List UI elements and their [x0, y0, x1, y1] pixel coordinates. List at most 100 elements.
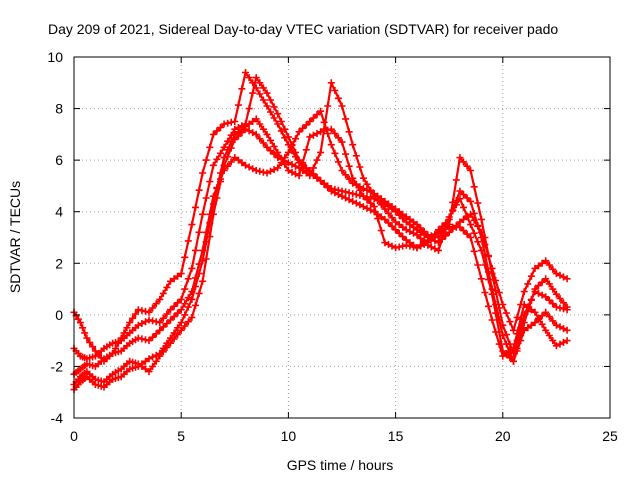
data-point	[370, 192, 378, 200]
data-point	[256, 135, 264, 143]
data-point	[359, 192, 367, 200]
data-point	[299, 159, 307, 167]
data-point	[156, 319, 164, 327]
data-point	[327, 125, 335, 133]
data-point	[535, 262, 542, 270]
data-point	[181, 285, 189, 293]
data-point	[242, 161, 249, 169]
data-point	[538, 259, 546, 267]
data-point	[149, 362, 157, 370]
data-point	[392, 218, 400, 226]
data-point	[184, 237, 192, 245]
data-point	[538, 278, 546, 286]
data-point	[470, 209, 478, 217]
data-point	[363, 196, 371, 204]
data-point	[138, 360, 146, 368]
data-point	[345, 175, 353, 183]
data-point	[506, 340, 514, 348]
data-point	[317, 177, 325, 185]
data-point	[420, 239, 428, 247]
series-trace	[73, 71, 568, 363]
data-point	[363, 204, 371, 212]
data-point	[334, 191, 342, 198]
data-point	[209, 161, 217, 169]
data-point	[227, 158, 235, 166]
data-point	[552, 270, 560, 278]
data-point	[435, 228, 442, 236]
data-point	[217, 124, 224, 131]
data-point	[481, 289, 489, 296]
data-point	[270, 114, 278, 122]
data-point	[292, 135, 299, 143]
data-point	[163, 320, 171, 327]
data-point	[338, 192, 346, 200]
data-point	[392, 205, 400, 213]
series-2	[70, 74, 571, 365]
data-point	[331, 130, 339, 137]
data-point	[542, 326, 550, 334]
x-tick-label: 25	[602, 428, 618, 444]
data-point	[342, 171, 350, 179]
data-point	[231, 118, 239, 125]
data-point	[267, 108, 274, 116]
data-point	[256, 90, 264, 98]
data-point	[527, 272, 535, 280]
data-point	[317, 128, 325, 136]
data-point	[199, 169, 207, 177]
data-point	[263, 143, 271, 151]
data-point	[470, 247, 478, 255]
data-point	[134, 321, 142, 329]
y-tick-label: -4	[51, 410, 64, 426]
data-point	[545, 332, 553, 339]
data-point	[460, 191, 467, 198]
y-tick-label: 10	[47, 49, 63, 65]
data-point	[213, 127, 221, 135]
data-point	[324, 184, 332, 192]
data-point	[399, 233, 407, 241]
data-point	[159, 314, 167, 322]
data-point	[199, 210, 207, 218]
data-point	[238, 85, 246, 93]
data-point	[542, 275, 550, 283]
data-point	[488, 270, 496, 278]
data-point	[184, 318, 192, 326]
x-tick-label: 10	[281, 428, 297, 444]
data-point	[327, 141, 335, 149]
data-point	[206, 143, 214, 151]
data-point	[81, 329, 89, 337]
data-point	[345, 189, 353, 197]
data-point	[281, 125, 289, 133]
data-point	[495, 340, 503, 348]
data-point	[474, 238, 482, 246]
data-point	[463, 162, 471, 170]
data-point	[156, 350, 164, 357]
data-point	[549, 337, 557, 345]
data-point	[467, 197, 475, 205]
data-point	[542, 308, 550, 316]
data-point	[195, 228, 203, 236]
data-point	[152, 330, 160, 338]
data-point	[263, 89, 271, 97]
data-point	[89, 343, 97, 351]
data-point	[267, 136, 274, 144]
data-point	[167, 334, 174, 342]
data-point	[499, 301, 507, 308]
data-point	[445, 213, 453, 221]
data-point	[485, 276, 492, 284]
data-point	[123, 324, 131, 332]
data-point	[313, 130, 321, 137]
data-point	[427, 234, 435, 241]
data-point	[435, 246, 442, 254]
data-point	[552, 321, 560, 329]
data-point	[281, 134, 289, 142]
data-point	[359, 203, 367, 211]
y-tick-label: 2	[55, 255, 63, 271]
data-point	[242, 123, 249, 131]
y-tick-label: 4	[55, 204, 63, 220]
data-point	[481, 234, 489, 241]
x-tick-label: 20	[495, 428, 511, 444]
data-point	[560, 325, 567, 333]
data-point	[474, 199, 482, 207]
data-point	[338, 167, 346, 174]
